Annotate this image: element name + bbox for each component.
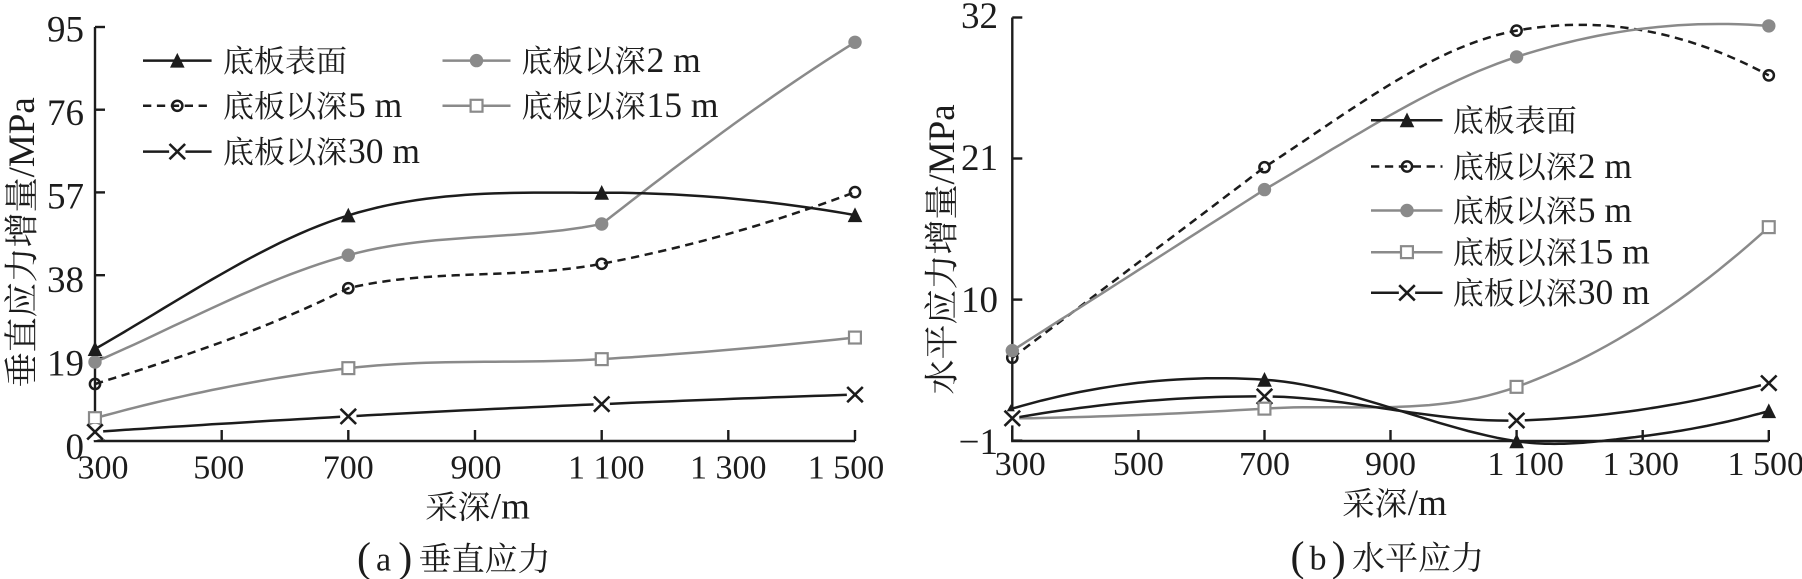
svg-text:1 100: 1 100 <box>1487 446 1564 483</box>
svg-text:1 300: 1 300 <box>690 450 767 487</box>
svg-text:0: 0 <box>66 427 85 468</box>
svg-text:30 m: 30 m <box>348 131 420 171</box>
svg-text:5 m: 5 m <box>348 85 403 125</box>
svg-text:1 300: 1 300 <box>1602 446 1679 483</box>
svg-text:95: 95 <box>47 10 84 51</box>
svg-text:/MPa: /MPa <box>2 97 43 177</box>
svg-text:15 m: 15 m <box>1578 232 1650 272</box>
svg-text:1 500: 1 500 <box>1728 446 1802 483</box>
svg-text:500: 500 <box>193 450 244 487</box>
svg-text:10: 10 <box>961 280 998 321</box>
svg-text:300: 300 <box>995 446 1046 483</box>
svg-text:(: ( <box>357 536 371 579</box>
svg-text:a: a <box>376 542 391 579</box>
svg-text:(: ( <box>1291 535 1305 579</box>
svg-text:1 100: 1 100 <box>568 450 645 487</box>
svg-text:5 m: 5 m <box>1578 190 1633 230</box>
svg-text:700: 700 <box>323 450 374 487</box>
svg-text:/m: /m <box>491 487 530 528</box>
svg-text:−1: −1 <box>959 422 998 463</box>
svg-text:21: 21 <box>961 138 998 179</box>
svg-text:900: 900 <box>451 450 502 487</box>
svg-text:700: 700 <box>1239 446 1290 483</box>
svg-text:2 m: 2 m <box>647 40 702 80</box>
svg-text:76: 76 <box>47 93 84 134</box>
svg-text:b: b <box>1310 541 1327 578</box>
svg-text:/MPa: /MPa <box>922 104 963 184</box>
svg-text:15 m: 15 m <box>647 85 719 125</box>
svg-text:): ) <box>1332 535 1346 579</box>
svg-text:32: 32 <box>961 0 998 37</box>
svg-text:300: 300 <box>78 450 129 487</box>
svg-text:57: 57 <box>47 177 84 218</box>
svg-text:1 500: 1 500 <box>808 450 885 487</box>
svg-text:/m: /m <box>1408 483 1447 524</box>
svg-text:500: 500 <box>1113 446 1164 483</box>
svg-text:19: 19 <box>47 344 84 385</box>
svg-text:): ) <box>398 536 412 579</box>
svg-text:2 m: 2 m <box>1578 146 1633 186</box>
svg-text:38: 38 <box>47 260 84 301</box>
svg-text:900: 900 <box>1365 446 1416 483</box>
svg-text:30 m: 30 m <box>1578 272 1650 312</box>
